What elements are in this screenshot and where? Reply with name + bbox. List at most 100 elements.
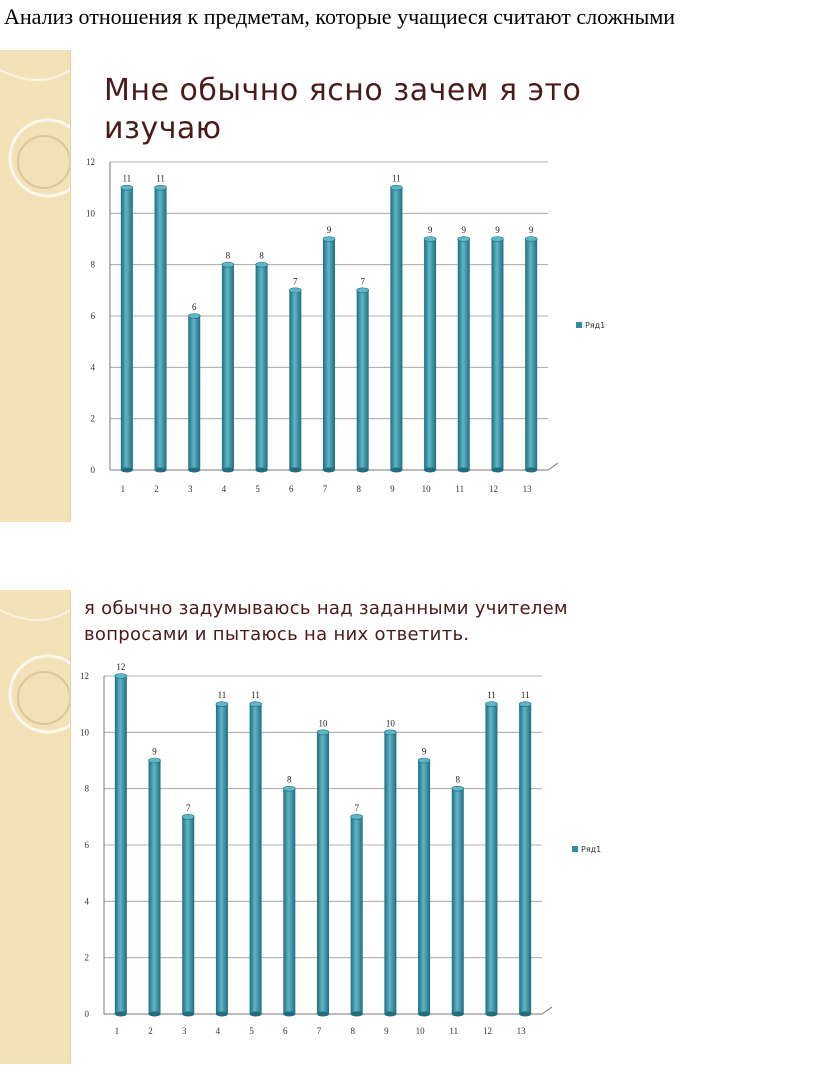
x-tick-label: 9	[390, 484, 395, 494]
bar	[451, 785, 465, 1017]
x-tick-label: 8	[350, 1026, 355, 1036]
slide-decor-strip	[0, 590, 88, 1064]
chart-title: Мне обычно ясно зачем я это изучаю	[104, 73, 582, 146]
bar	[524, 236, 538, 473]
bar	[215, 701, 229, 1017]
bar	[518, 701, 532, 1017]
x-tick-label: 3	[182, 1026, 187, 1036]
data-label: 9	[422, 747, 427, 757]
bar	[283, 785, 296, 1017]
data-label: 8	[259, 251, 264, 261]
bar	[120, 184, 134, 473]
x-tick-label: 7	[323, 484, 328, 494]
y-tick-label: 10	[80, 727, 90, 737]
data-label: 8	[226, 251, 231, 261]
legend: Ряд1	[572, 845, 601, 854]
bar	[356, 287, 369, 473]
y-tick-label: 12	[80, 671, 89, 681]
x-tick-label: 5	[249, 1026, 254, 1036]
bar	[114, 673, 128, 1017]
x-tick-label: 10	[422, 484, 432, 494]
bar	[390, 184, 403, 473]
x-tick-label: 6	[289, 484, 294, 494]
x-tick-label: 6	[283, 1026, 288, 1036]
bar	[187, 313, 201, 473]
slide-1: Мне обычно ясно зачем я это изучаю 0 2 4 6 8…	[0, 50, 816, 522]
data-label: 10	[386, 718, 396, 728]
data-label: 11	[123, 174, 132, 184]
bar	[221, 261, 235, 473]
data-label: 11	[156, 174, 165, 184]
data-label: 9	[529, 225, 534, 235]
y-tick-label: 4	[85, 896, 90, 906]
data-label: 11	[392, 174, 401, 184]
x-tick-label: 13	[517, 1026, 527, 1036]
y-tick-label: 2	[91, 414, 96, 424]
legend-swatch	[576, 322, 582, 328]
data-label: 12	[116, 662, 125, 672]
bar	[423, 236, 437, 473]
data-label: 8	[287, 775, 292, 785]
bar	[289, 287, 302, 473]
x-tick-label: 12	[483, 1026, 492, 1036]
data-label: 7	[186, 803, 191, 813]
data-label: 11	[521, 690, 530, 700]
data-label: 11	[218, 690, 227, 700]
y-tick-label: 12	[86, 157, 95, 167]
bar	[417, 757, 431, 1017]
bar	[255, 261, 268, 473]
y-tick-label: 6	[91, 311, 96, 321]
bar-chart-2: 0 2 4 6 8 10 12 12 1 9 2 7 3 11 4 11 5 8 6 10 7 7 8 10 9 9 10 8 11 11…	[80, 662, 601, 1036]
bar	[384, 729, 397, 1017]
data-label: 9	[428, 225, 433, 235]
x-tick-label: 12	[489, 484, 498, 494]
data-label: 7	[360, 276, 365, 286]
data-label: 7	[354, 803, 359, 813]
y-tick-label: 2	[85, 953, 90, 963]
chart-title: я обычно задумываюсь над заданными учите…	[84, 598, 568, 645]
data-label: 9	[495, 225, 500, 235]
bar	[350, 814, 363, 1017]
y-tick-label: 0	[85, 1009, 90, 1019]
x-tick-label: 3	[188, 484, 193, 494]
x-tick-label: 10	[416, 1026, 426, 1036]
x-tick-label: 13	[523, 484, 533, 494]
bar	[181, 814, 195, 1017]
y-tick-label: 0	[91, 465, 96, 475]
y-tick-label: 6	[85, 840, 90, 850]
bar	[322, 236, 336, 473]
bar	[485, 701, 498, 1017]
bar	[148, 757, 161, 1017]
bar	[457, 236, 471, 473]
y-tick-label: 10	[86, 208, 96, 218]
x-tick-label: 4	[222, 484, 227, 494]
slide-2: я обычно задумываюсь над заданными учите…	[0, 590, 816, 1064]
x-tick-label: 8	[356, 484, 361, 494]
legend-swatch	[572, 846, 578, 852]
x-tick-label: 1	[115, 1026, 120, 1036]
x-tick-label: 2	[154, 484, 159, 494]
bar	[249, 701, 262, 1017]
legend-label: Ряд1	[585, 321, 605, 330]
x-tick-label: 4	[216, 1026, 221, 1036]
x-tick-label: 11	[455, 484, 464, 494]
x-tick-label: 9	[384, 1026, 389, 1036]
slide-decor-strip	[0, 50, 88, 522]
data-label: 7	[293, 276, 298, 286]
data-label: 9	[462, 225, 467, 235]
legend-label: Ряд1	[581, 845, 601, 854]
x-tick-label: 5	[255, 484, 260, 494]
bar	[154, 184, 167, 473]
y-tick-label: 4	[91, 362, 96, 372]
data-label: 9	[327, 225, 332, 235]
data-label: 10	[319, 718, 329, 728]
data-label: 8	[456, 775, 461, 785]
document-title: Анализ отношения к предметам, которые уч…	[4, 4, 676, 29]
x-tick-label: 1	[121, 484, 126, 494]
data-label: 6	[192, 302, 197, 312]
bar-chart-1: 0246810121111126384857697781199109119129…	[86, 157, 605, 494]
x-tick-label: 11	[449, 1026, 458, 1036]
bar	[491, 236, 504, 473]
x-tick-label: 2	[148, 1026, 153, 1036]
x-tick-label: 7	[317, 1026, 322, 1036]
